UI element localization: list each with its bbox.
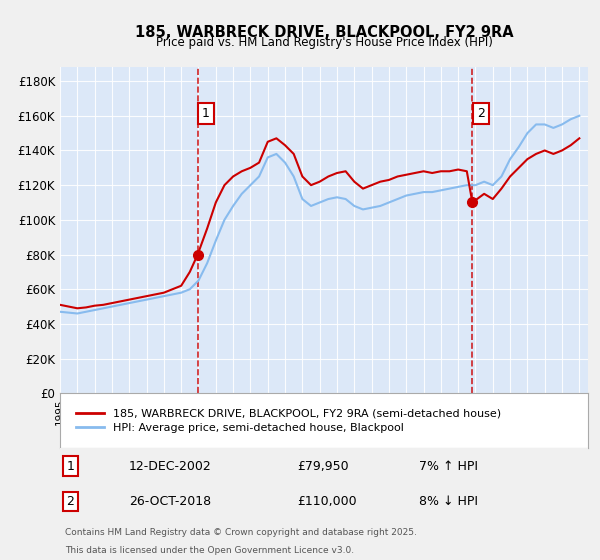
Text: 2: 2 — [67, 494, 74, 508]
Text: 12-DEC-2002: 12-DEC-2002 — [128, 460, 211, 473]
Text: 7% ↑ HPI: 7% ↑ HPI — [419, 460, 478, 473]
Text: 26-OCT-2018: 26-OCT-2018 — [128, 494, 211, 508]
Legend: 185, WARBRECK DRIVE, BLACKPOOL, FY2 9RA (semi-detached house), HPI: Average pric: 185, WARBRECK DRIVE, BLACKPOOL, FY2 9RA … — [71, 403, 507, 439]
Text: Price paid vs. HM Land Registry's House Price Index (HPI): Price paid vs. HM Land Registry's House … — [155, 36, 493, 49]
Text: 1: 1 — [67, 460, 74, 473]
Text: £110,000: £110,000 — [298, 494, 357, 508]
Text: 8% ↓ HPI: 8% ↓ HPI — [419, 494, 478, 508]
Text: 185, WARBRECK DRIVE, BLACKPOOL, FY2 9RA: 185, WARBRECK DRIVE, BLACKPOOL, FY2 9RA — [134, 25, 514, 40]
Text: Contains HM Land Registry data © Crown copyright and database right 2025.: Contains HM Land Registry data © Crown c… — [65, 528, 417, 536]
Text: 2: 2 — [477, 107, 485, 120]
Text: This data is licensed under the Open Government Licence v3.0.: This data is licensed under the Open Gov… — [65, 546, 355, 555]
Text: £79,950: £79,950 — [298, 460, 349, 473]
Text: 1: 1 — [202, 107, 210, 120]
